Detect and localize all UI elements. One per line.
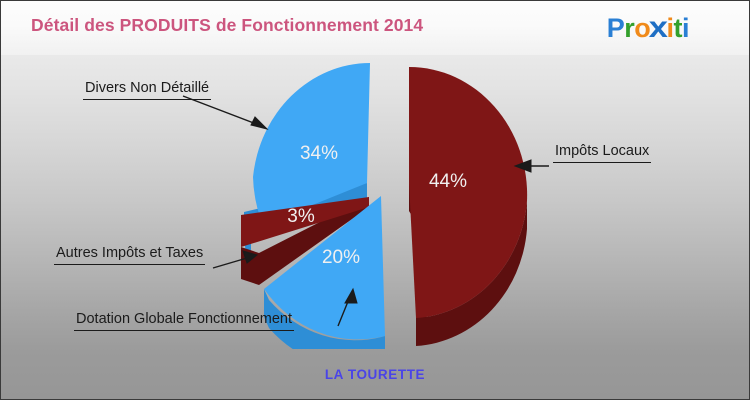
page-title: Détail des PRODUITS de Fonctionnement 20… — [31, 15, 424, 35]
callout-label-impots-locaux: Impôts Locaux — [553, 143, 652, 163]
pie-slice-value-dotation: 20% — [322, 247, 360, 268]
logo-letter-p: P — [606, 13, 625, 43]
header-band — [1, 1, 749, 55]
logo-letter-o: o — [634, 13, 651, 43]
callout-label-divers-non-detaille: Divers Non Détaillé — [83, 80, 212, 100]
logo-letter-x: x — [649, 11, 668, 44]
callout-label-dotation-globale-fonctionnement: Dotation Globale Fonctionnement — [74, 311, 295, 331]
logo-letter-r: r — [624, 13, 635, 43]
pie-slice-value-impots-locaux: 44% — [429, 171, 467, 192]
pie-slice-value-divers: 34% — [300, 143, 338, 164]
proxiti-logo[interactable]: Proxiti — [606, 11, 690, 44]
logo-letter-i1: i — [666, 13, 674, 43]
callout-leaders — [182, 95, 549, 327]
logo-letter-t: t — [673, 13, 682, 43]
pie-chart-plot: 44% 34% 3% — [1, 55, 749, 349]
logo-letter-i2: i — [681, 13, 690, 43]
footer-city-name: LA TOURETTE — [324, 367, 426, 382]
callout-label-autres-impots-et-taxes: Autres Impôts et Taxes — [54, 245, 206, 265]
pie-chart-svg: 44% 34% 3% — [182, 63, 549, 349]
pie-slice-impots-locaux[interactable]: 44% — [409, 66, 528, 346]
pie-slice-dotation[interactable]: 20% — [264, 196, 385, 349]
pie-slice-value-autres-impots: 3% — [287, 206, 315, 227]
